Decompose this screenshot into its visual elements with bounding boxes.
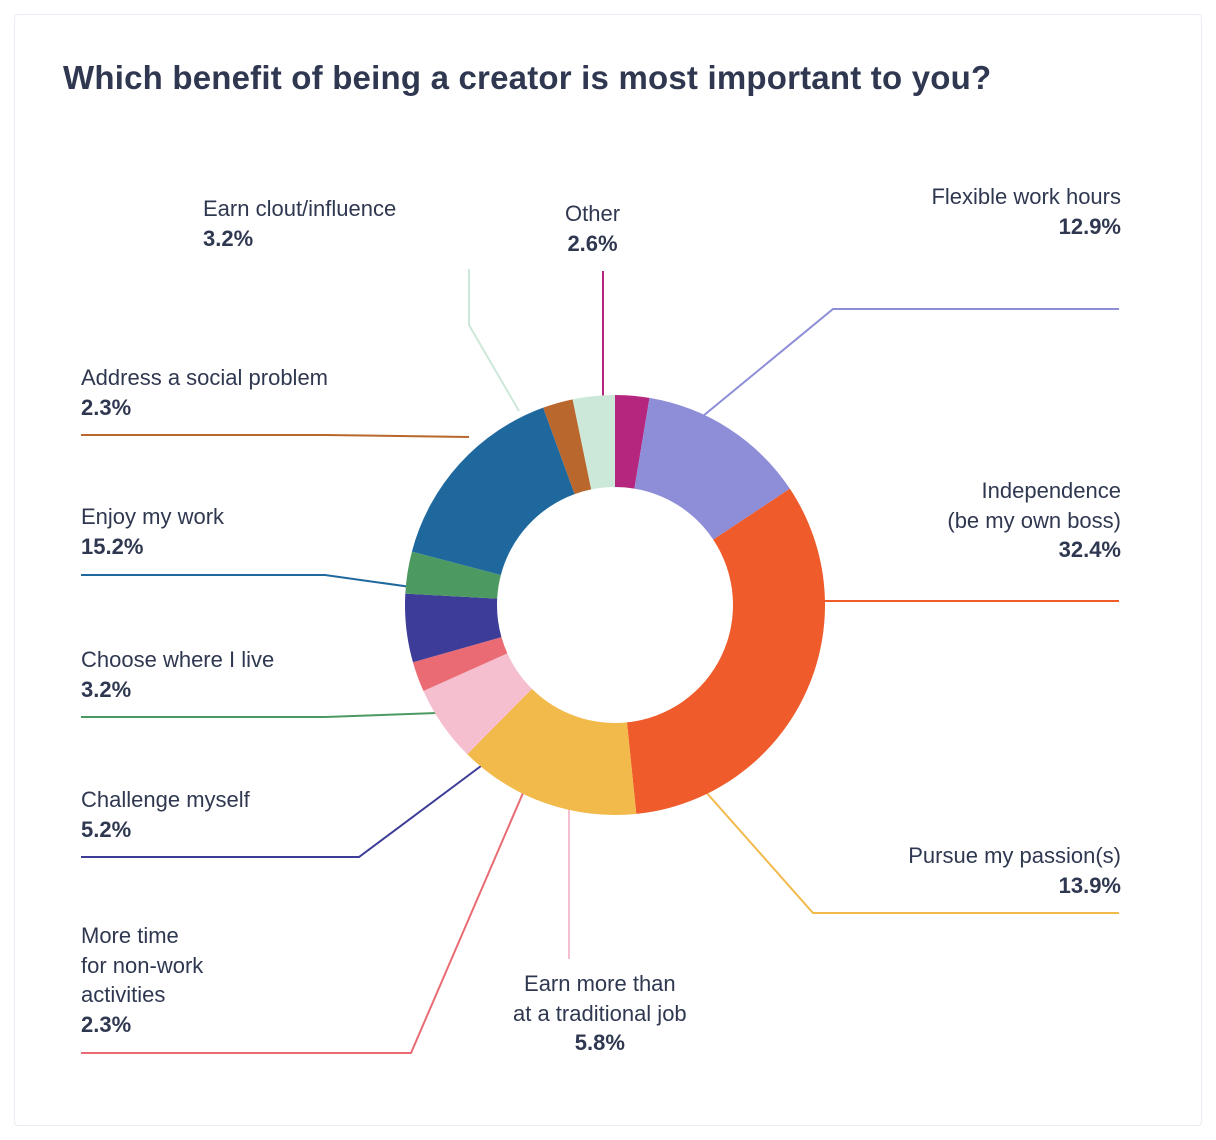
leader-line: [81, 575, 411, 587]
slice-label: Independence(be my own boss)32.4%: [947, 476, 1121, 565]
slice-label-text: Earn clout/influence: [203, 196, 396, 221]
slice-value: 2.6%: [565, 229, 620, 259]
slice-label: Other 2.6%: [565, 199, 620, 258]
slice-value: 13.9%: [908, 871, 1121, 901]
slice-label-text: Enjoy my work: [81, 504, 224, 529]
slice-value: 3.2%: [203, 224, 396, 254]
slice-label: Pursue my passion(s) 13.9%: [908, 841, 1121, 900]
slice-label: Address a social problem 2.3%: [81, 363, 328, 422]
slice-label-text: Other: [565, 201, 620, 226]
slice-label: Earn clout/influence 3.2%: [203, 194, 396, 253]
slice-label-text: Independence: [947, 476, 1121, 506]
slice-label: Flexible work hours 12.9%: [931, 182, 1121, 241]
slice-value: 5.8%: [513, 1028, 687, 1058]
slice-label-text: Choose where I live: [81, 647, 274, 672]
slice-label: Challenge myself 5.2%: [81, 785, 250, 844]
slice-label: Earn more thanat a traditional job5.8%: [513, 969, 687, 1058]
leader-line: [81, 435, 469, 437]
slice-value: 5.2%: [81, 815, 250, 845]
slice-label-text: More time: [81, 921, 203, 951]
slice-label-text: Pursue my passion(s): [908, 843, 1121, 868]
leader-line: [81, 713, 437, 717]
donut-slice: [412, 408, 575, 575]
slice-label-text: Challenge myself: [81, 787, 250, 812]
slice-value: 2.3%: [81, 1010, 203, 1040]
leader-line: [469, 269, 519, 411]
slice-value: 15.2%: [81, 532, 224, 562]
slice-value: 3.2%: [81, 675, 274, 705]
slice-label-text: activities: [81, 980, 203, 1010]
leader-line: [703, 309, 1119, 416]
slice-label: More timefor non-workactivities2.3%: [81, 921, 203, 1040]
chart-card: Which benefit of being a creator is most…: [14, 14, 1202, 1126]
slice-label-text: Address a social problem: [81, 365, 328, 390]
donut-slice: [627, 489, 825, 814]
slice-label-text: (be my own boss): [947, 506, 1121, 536]
slice-label-text: Flexible work hours: [931, 184, 1121, 209]
slice-value: 2.3%: [81, 393, 328, 423]
slice-label-text: Earn more than: [513, 969, 687, 999]
slice-label: Choose where I live 3.2%: [81, 645, 274, 704]
slice-label-text: at a traditional job: [513, 999, 687, 1029]
slice-value: 12.9%: [931, 212, 1121, 242]
slice-label: Enjoy my work 15.2%: [81, 502, 224, 561]
slice-label-text: for non-work: [81, 951, 203, 981]
slice-value: 32.4%: [947, 535, 1121, 565]
